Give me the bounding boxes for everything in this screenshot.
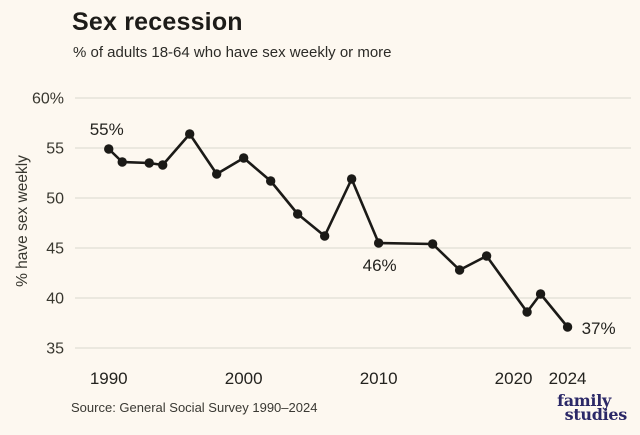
y-tick-label: 35 [46, 341, 64, 358]
y-axis-title: % have sex weekly [14, 155, 31, 287]
data-point [454, 265, 465, 275]
chart-subtitle: % of adults 18-64 who have sex weekly or… [73, 44, 392, 61]
data-point [427, 239, 438, 249]
y-tick-label: 60% [32, 91, 64, 108]
data-point [292, 209, 303, 219]
data-point [185, 129, 195, 139]
data-point [373, 238, 384, 248]
x-tick-label: 2010 [360, 369, 398, 388]
chart-title: Sex recession [72, 8, 243, 36]
family-studies-logo: family studies [557, 391, 628, 424]
source-note: Source: General Social Survey 1990–2024 [71, 400, 318, 415]
data-point [104, 144, 114, 154]
data-point [211, 169, 222, 179]
data-point [481, 251, 492, 261]
data-point [319, 231, 330, 241]
y-tick-label: 55 [46, 141, 64, 158]
data-point [535, 289, 546, 299]
data-point [562, 322, 573, 332]
y-tick-label: 50 [46, 191, 64, 208]
data-point [522, 307, 532, 317]
y-tick-label: 40 [46, 291, 64, 308]
logo-line-1: family [557, 391, 611, 410]
data-point [346, 174, 357, 184]
data-point [117, 157, 127, 167]
data-point [238, 153, 249, 163]
logo-line-2: studies [564, 404, 628, 424]
x-tick-label: 2024 [549, 369, 587, 388]
point-annotation: 55% [90, 120, 124, 139]
data-point [144, 158, 154, 168]
x-tick-label: 2000 [225, 369, 263, 388]
data-point [265, 176, 276, 186]
point-annotation: 37% [582, 319, 616, 338]
point-annotation: 46% [363, 256, 397, 275]
x-tick-label: 1990 [90, 369, 128, 388]
y-tick-label: 45 [46, 241, 64, 258]
x-tick-label: 2020 [495, 369, 533, 388]
data-point [158, 160, 168, 170]
